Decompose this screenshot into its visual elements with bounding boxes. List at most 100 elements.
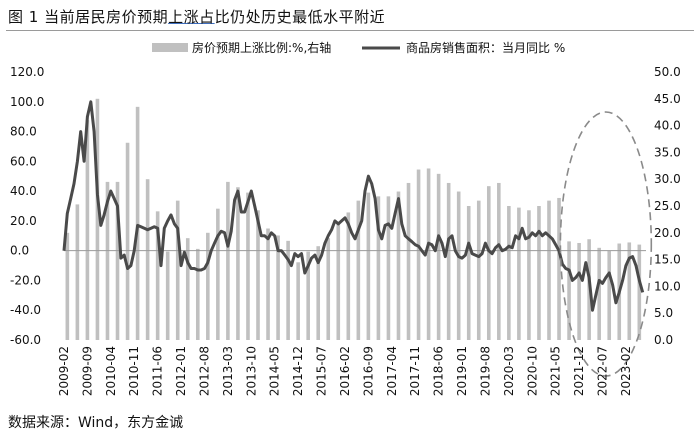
title-rule	[6, 30, 694, 31]
right-tick-label: 40.0	[654, 119, 681, 133]
bar	[426, 168, 431, 340]
left-axis-ticks: 120.0 100.0 80.0 60.0 40.0 20.0 0.0 -20.0 -40.0 -…	[10, 65, 44, 347]
bar	[246, 192, 250, 340]
bar	[577, 242, 581, 340]
bar	[65, 232, 70, 340]
x-tick-label: 2021-12	[572, 346, 586, 396]
bar	[306, 251, 310, 340]
source-note: 数据来源：Wind，东方金诚	[8, 415, 184, 431]
bar	[266, 228, 270, 340]
bar	[517, 207, 521, 340]
bar	[366, 192, 371, 340]
bar	[416, 169, 421, 340]
bar	[216, 208, 220, 340]
bar	[316, 246, 321, 340]
x-tick-label: 2018-06	[432, 346, 446, 396]
x-tick-label: 2020-03	[502, 346, 516, 396]
x-tick-label: 2012-08	[197, 346, 211, 396]
bar	[296, 262, 300, 340]
bar	[547, 200, 551, 340]
bar	[276, 235, 280, 340]
bar	[175, 200, 180, 340]
bar	[125, 142, 130, 340]
left-tick-label: -20.0	[10, 273, 41, 287]
bar	[105, 181, 110, 340]
left-tick-label: -60.0	[10, 333, 41, 347]
bar	[537, 206, 541, 340]
bar	[75, 204, 80, 340]
x-tick-label: 2009-02	[57, 346, 71, 396]
bar	[637, 244, 642, 340]
title-suffix: 比仍处历史最低水平附近	[214, 8, 386, 26]
bar	[456, 191, 461, 340]
x-tick-label: 2017-04	[385, 346, 399, 396]
x-tick-label: 2009-09	[80, 346, 94, 396]
x-tick-label: 2013-10	[244, 346, 258, 396]
x-tick-label: 2011-06	[151, 346, 165, 396]
bar	[567, 241, 571, 340]
legend: 房价预期上涨比例:%,右轴 商品房销售面积：当月同比 %	[152, 40, 565, 55]
x-tick-label: 2012-01	[174, 346, 188, 396]
left-tick-label: 0.0	[10, 244, 29, 258]
left-tick-label: 80.0	[10, 125, 37, 139]
bar	[557, 197, 561, 340]
right-axis-ticks: 50.0 45.0 40.0 35.0 30.0 25.0 20.0 15.0 10.0 5.0 0…	[654, 65, 681, 347]
legend-bar-label: 房价预期上涨比例:%,右轴	[192, 40, 331, 55]
x-tick-label: 2016-02	[338, 346, 352, 396]
bar	[236, 187, 240, 340]
highlight-ellipse	[559, 111, 653, 377]
chart-title: 图 1 当前居民房价预期上涨占比仍处历史最低水平附近	[8, 6, 385, 27]
bar	[436, 173, 441, 340]
bar	[165, 251, 170, 340]
bar	[185, 238, 190, 340]
bar	[406, 182, 411, 340]
right-tick-label: 10.0	[654, 279, 681, 293]
title-prefix: 图 1 当前居民房价预期	[8, 8, 169, 26]
x-tick-label: 2013-03	[221, 346, 235, 396]
bar	[346, 212, 351, 340]
right-tick-label: 45.0	[654, 92, 681, 106]
bar	[336, 222, 341, 340]
bar	[95, 98, 100, 340]
x-tick-label: 2017-11	[408, 346, 422, 396]
bar	[135, 106, 140, 340]
x-tick-label: 2014-12	[291, 346, 305, 396]
bar	[476, 200, 481, 340]
bar	[527, 210, 531, 340]
bar	[386, 196, 391, 340]
bar	[486, 186, 491, 340]
x-tick-label: 2010-04	[104, 346, 118, 396]
bar	[115, 181, 120, 340]
bar	[155, 211, 160, 340]
x-tick-label: 2016-09	[361, 346, 375, 396]
legend-bar-swatch	[152, 43, 188, 52]
x-tick-label: 2022-07	[596, 346, 610, 396]
x-tick-label: 2010-11	[127, 346, 141, 396]
title-underlined-part: 上涨占	[168, 8, 215, 26]
bar	[195, 248, 200, 340]
left-tick-label: 120.0	[10, 65, 44, 79]
combo-chart: 120.0 100.0 80.0 60.0 40.0 20.0 0.0 -20.0 -40.0 -…	[10, 40, 681, 396]
right-tick-label: 25.0	[654, 199, 681, 213]
x-tick-label: 2019-08	[478, 346, 492, 396]
right-tick-label: 15.0	[654, 253, 681, 267]
left-tick-label: 40.0	[10, 184, 37, 198]
left-tick-label: 60.0	[10, 154, 37, 168]
bar	[376, 196, 381, 340]
legend-line-label: 商品房销售面积：当月同比 %	[406, 40, 565, 55]
right-tick-label: 0.0	[654, 333, 673, 347]
bar	[206, 232, 210, 340]
bar	[497, 182, 501, 340]
x-tick-label: 2015-07	[315, 346, 329, 396]
x-tick-label: 2023-02	[619, 346, 633, 396]
right-tick-label: 5.0	[654, 306, 673, 320]
bar	[85, 120, 90, 341]
left-tick-label: 20.0	[10, 214, 37, 228]
line-series-path	[62, 100, 645, 312]
x-tick-label: 2020-10	[525, 346, 539, 396]
left-tick-label: 100.0	[10, 95, 44, 109]
x-axis-ticks: 2009-02 2009-09 2010-04 2010-11 2011-06 2012-…	[57, 346, 633, 396]
bar-series-group	[65, 98, 642, 341]
bar	[286, 240, 290, 340]
left-tick-label: -40.0	[10, 303, 41, 317]
